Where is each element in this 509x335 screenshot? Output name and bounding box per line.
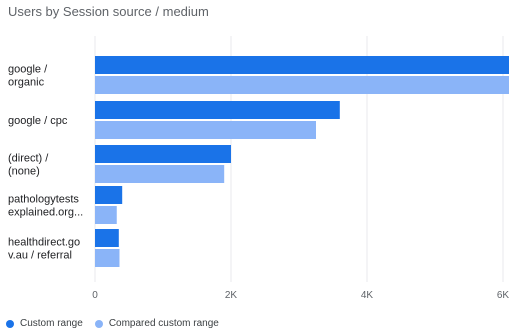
bar-custom-range[interactable] xyxy=(95,145,231,163)
legend-label-custom-range: Custom range xyxy=(20,318,83,329)
category-label: google / organic xyxy=(8,64,48,89)
category-label-line: (direct) / xyxy=(8,153,49,165)
category-label: healthdirect.go v.au / referral xyxy=(8,237,80,262)
bar-compared-range[interactable] xyxy=(95,121,316,139)
category-label-line: healthdirect.go xyxy=(8,237,80,249)
chart-title: Users by Session source / medium xyxy=(8,4,209,19)
category-label: (direct) / (none) xyxy=(8,153,49,178)
category-label-line: pathologytests xyxy=(8,194,79,206)
category-label-line: v.au / referral xyxy=(8,250,72,262)
bar-compared-range[interactable] xyxy=(95,206,117,224)
bar-custom-range[interactable] xyxy=(95,229,119,247)
bar-custom-range[interactable] xyxy=(95,56,509,74)
x-tick-label: 4K xyxy=(361,290,374,301)
category-label-line: explained.org... xyxy=(8,207,83,219)
bar-compared-range[interactable] xyxy=(95,165,225,183)
bar-custom-range[interactable] xyxy=(95,186,123,204)
category-label-line: google / xyxy=(8,64,48,76)
legend: Custom range Compared custom range xyxy=(6,318,231,329)
legend-dot-custom-range xyxy=(6,319,14,328)
category-label-line: google / cpc xyxy=(8,115,68,127)
bar-compared-range[interactable] xyxy=(95,249,120,267)
legend-item-custom-range[interactable]: Custom range xyxy=(6,318,83,329)
legend-item-compared-range[interactable]: Compared custom range xyxy=(94,318,219,329)
legend-dot-compared-range xyxy=(94,319,103,328)
bars xyxy=(95,56,509,267)
category-label: google / cpc xyxy=(8,115,68,127)
x-axis-ticks: 0 2K 4K 6K xyxy=(92,290,509,301)
category-label-line: (none) xyxy=(8,166,40,178)
bar-custom-range[interactable] xyxy=(95,101,340,119)
x-tick-label: 2K xyxy=(225,290,238,301)
legend-label-compared-range: Compared custom range xyxy=(108,318,219,329)
category-label-line: organic xyxy=(8,77,45,89)
category-labels: google / organic google / cpc (direct) / (no… xyxy=(8,64,83,262)
x-tick-label: 0 xyxy=(92,290,98,301)
bar-compared-range[interactable] xyxy=(95,76,509,94)
category-label: pathologytests explained.org... xyxy=(8,194,83,219)
x-tick-label: 6K xyxy=(497,290,509,301)
